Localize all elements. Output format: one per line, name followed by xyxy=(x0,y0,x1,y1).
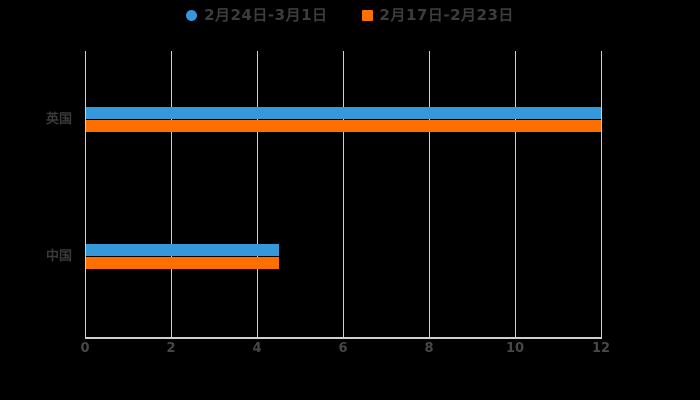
legend-item-feb17-feb23[interactable]: 2月17日-2月23日 xyxy=(361,5,514,24)
x-tick-label: 12 xyxy=(591,341,611,356)
bar-series1-cat0 xyxy=(86,120,601,133)
gridline xyxy=(84,51,86,337)
gridline xyxy=(514,51,516,337)
legend: 2月24日-3月1日 2月17日-2月23日 xyxy=(0,4,700,26)
legend-label: 2月24日-3月1日 xyxy=(204,5,328,24)
y-category-label: 英国 xyxy=(45,111,72,127)
x-axis-line xyxy=(85,337,602,339)
bar-series1-cat1 xyxy=(86,257,279,270)
bar-series0-cat1 xyxy=(86,243,279,256)
bar-series0-cat0 xyxy=(86,106,601,119)
x-tick-label: 4 xyxy=(252,341,262,356)
x-tick-label: 10 xyxy=(505,341,525,356)
x-tick-label: 6 xyxy=(338,341,348,356)
circle-marker-icon xyxy=(186,9,198,21)
x-tick-label: 0 xyxy=(80,341,90,356)
gridline xyxy=(342,51,344,337)
legend-item-feb24-mar1[interactable]: 2月24日-3月1日 xyxy=(186,5,328,24)
x-tick-label: 8 xyxy=(424,341,434,356)
x-tick-label: 2 xyxy=(166,341,176,356)
gridline xyxy=(256,51,258,337)
square-marker-icon xyxy=(361,9,373,21)
gridline xyxy=(600,51,602,337)
gridline xyxy=(170,51,172,337)
y-category-label: 中国 xyxy=(45,248,72,264)
legend-label: 2月17日-2月23日 xyxy=(379,5,514,24)
gridline xyxy=(428,51,430,337)
